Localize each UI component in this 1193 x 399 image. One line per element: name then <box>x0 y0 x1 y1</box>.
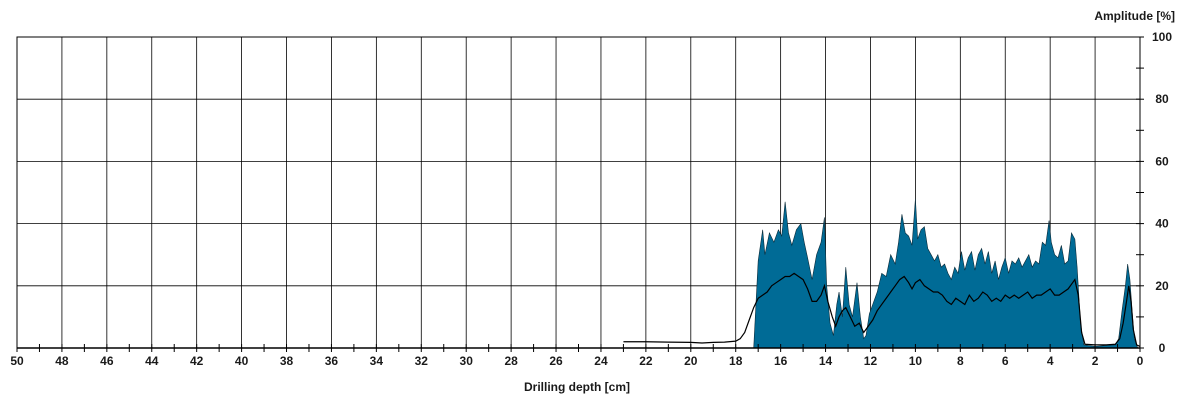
amplitude-area <box>753 198 1140 349</box>
x-tick-label: 10 <box>909 354 923 368</box>
y-axis-ticks: 0 20 40 60 80 100 <box>1136 30 1172 355</box>
y-tick-label: 100 <box>1152 30 1172 44</box>
x-tick-label: 18 <box>729 354 743 368</box>
x-tick-label: 36 <box>325 354 339 368</box>
x-tick-label: 42 <box>190 354 204 368</box>
x-tick-label: 48 <box>55 354 69 368</box>
area-series <box>753 198 1140 349</box>
x-tick-label: 22 <box>639 354 653 368</box>
x-tick-label: 30 <box>460 354 474 368</box>
y-tick-label: 80 <box>1155 92 1169 106</box>
y-axis-title: Amplitude [%] <box>1094 9 1175 23</box>
x-tick-label: 40 <box>235 354 249 368</box>
x-tick-label: 44 <box>145 354 159 368</box>
x-axis-title: Drilling depth [cm] <box>524 380 630 394</box>
y-tick-label: 60 <box>1155 154 1169 168</box>
x-tick-label: 24 <box>594 354 608 368</box>
x-tick-label: 14 <box>819 354 833 368</box>
y-tick-label: 20 <box>1155 279 1169 293</box>
x-tick-label: 46 <box>100 354 114 368</box>
x-tick-label: 32 <box>415 354 429 368</box>
x-tick-label: 26 <box>549 354 563 368</box>
x-tick-label: 4 <box>1047 354 1054 368</box>
x-tick-label: 12 <box>864 354 878 368</box>
x-tick-label: 20 <box>684 354 698 368</box>
x-tick-label: 2 <box>1092 354 1099 368</box>
x-tick-label: 6 <box>1002 354 1009 368</box>
x-tick-label: 8 <box>957 354 964 368</box>
x-tick-label: 50 <box>10 354 24 368</box>
y-tick-label: 0 <box>1159 341 1166 355</box>
x-tick-label: 0 <box>1137 354 1144 368</box>
x-axis-ticks: 50 48 46 44 42 40 38 36 34 32 30 28 26 24 22 20 18 16 14 12… <box>10 344 1144 368</box>
line-series <box>623 272 1141 347</box>
x-tick-label: 34 <box>370 354 384 368</box>
x-tick-label: 28 <box>504 354 518 368</box>
x-tick-label: 38 <box>280 354 294 368</box>
mean-line <box>623 272 1141 347</box>
y-tick-label: 40 <box>1155 217 1169 231</box>
x-tick-label: 16 <box>774 354 788 368</box>
